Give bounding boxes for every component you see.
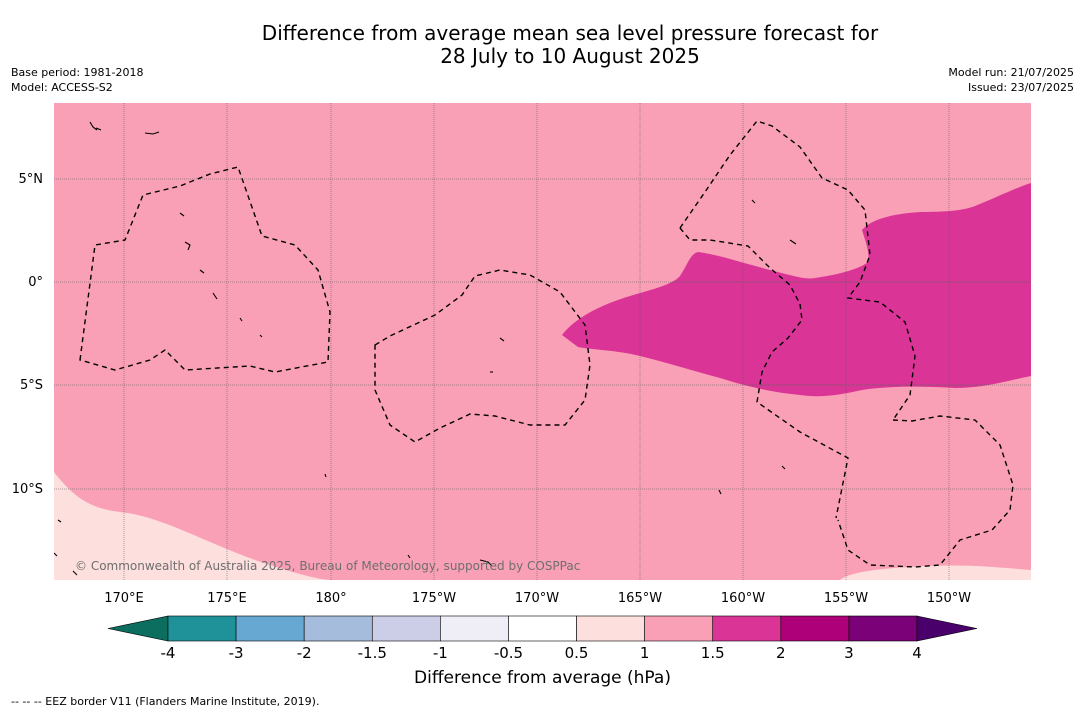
colorbar-box bbox=[780, 615, 850, 642]
colorbar-box bbox=[644, 615, 714, 642]
meta-left: Base period: 1981-2018 Model: ACCESS-S2 bbox=[11, 65, 143, 95]
colorbar-box bbox=[371, 615, 441, 642]
lat-label-5s: 5°S bbox=[20, 378, 43, 393]
islands bbox=[54, 121, 797, 576]
colorbar-tick-label: 0.5 bbox=[565, 644, 589, 662]
model-run: Model run: 21/07/2025 bbox=[948, 66, 1074, 79]
map-title: Difference from average mean sea level p… bbox=[0, 22, 1085, 68]
model-name: Model: ACCESS-S2 bbox=[11, 81, 113, 94]
lat-label-0: 0° bbox=[28, 275, 43, 290]
colorbar-tick-label: -2 bbox=[297, 644, 312, 662]
colorbar-extend-high bbox=[916, 615, 978, 642]
colorbar-box bbox=[508, 615, 577, 642]
colorbar-box bbox=[235, 615, 305, 642]
lon-label-165w: 165°W bbox=[618, 591, 662, 606]
title-line-1: Difference from average mean sea level p… bbox=[261, 21, 879, 45]
lon-label-170e: 170°E bbox=[104, 591, 144, 606]
lon-label-180: 180° bbox=[315, 591, 346, 606]
colorbar-tick-label: 2 bbox=[776, 644, 786, 662]
colorbar-tick-label: -0.5 bbox=[494, 644, 523, 662]
colorbar-tick-label: 3 bbox=[844, 644, 854, 662]
colorbar-tick-label: -3 bbox=[229, 644, 244, 662]
lon-label-175e: 175°E bbox=[207, 591, 247, 606]
colorbar-box bbox=[167, 615, 237, 642]
lat-label-5n: 5°N bbox=[19, 172, 44, 187]
latitude-labels: 5°N 0° 5°S 10°S bbox=[12, 172, 43, 497]
colorbar-box bbox=[440, 615, 509, 642]
eez-footnote: -- -- -- EEZ border V11 (Flanders Marine… bbox=[11, 695, 320, 708]
colorbar-tick-label: 1.5 bbox=[701, 644, 725, 662]
colorbar-box bbox=[576, 615, 645, 642]
colorbar: -4 -3 -2 -1.5 -1 -0.5 0.5 1 1.5 2 3 4 bbox=[107, 615, 978, 662]
eez-borders bbox=[79, 120, 1014, 568]
map-area: © Commonwealth of Australia 2025, Bureau… bbox=[54, 103, 1031, 580]
graticule bbox=[54, 103, 1031, 580]
colorbar-box bbox=[303, 615, 373, 642]
colorbar-tick-label: -4 bbox=[161, 644, 176, 662]
meta-right: Model run: 21/07/2025 Issued: 23/07/2025 bbox=[948, 65, 1074, 95]
lon-label-155w: 155°W bbox=[824, 591, 868, 606]
colorbar-tick-label: -1 bbox=[433, 644, 448, 662]
copyright-notice: © Commonwealth of Australia 2025, Bureau… bbox=[75, 559, 580, 573]
colorbar-tick-label: -1.5 bbox=[358, 644, 387, 662]
colorbar-tick-label: 4 bbox=[912, 644, 922, 662]
anomaly-region-0.5-to-1-west bbox=[54, 472, 330, 580]
colorbar-box bbox=[712, 615, 782, 642]
colorbar-extend-low bbox=[107, 615, 169, 642]
lon-label-170w: 170°W bbox=[515, 591, 559, 606]
colorbar-tick-label: 1 bbox=[640, 644, 650, 662]
lat-label-10s: 10°S bbox=[12, 482, 43, 497]
base-period: Base period: 1981-2018 bbox=[11, 66, 144, 79]
anomaly-region-0.5-to-1-east bbox=[840, 565, 1031, 580]
lon-label-150w: 150°W bbox=[927, 591, 971, 606]
colorbar-box bbox=[848, 615, 918, 642]
longitude-labels: 170°E 175°E 180° 175°W 170°W 165°W 160°W… bbox=[104, 591, 971, 606]
lon-label-175w: 175°W bbox=[412, 591, 456, 606]
lon-label-160w: 160°W bbox=[721, 591, 765, 606]
issued-date: Issued: 23/07/2025 bbox=[967, 81, 1074, 94]
colorbar-label: Difference from average (hPa) bbox=[414, 668, 671, 688]
title-line-2: 28 July to 10 August 2025 bbox=[440, 44, 700, 68]
anomaly-region-1.5-to-2 bbox=[562, 183, 1031, 397]
